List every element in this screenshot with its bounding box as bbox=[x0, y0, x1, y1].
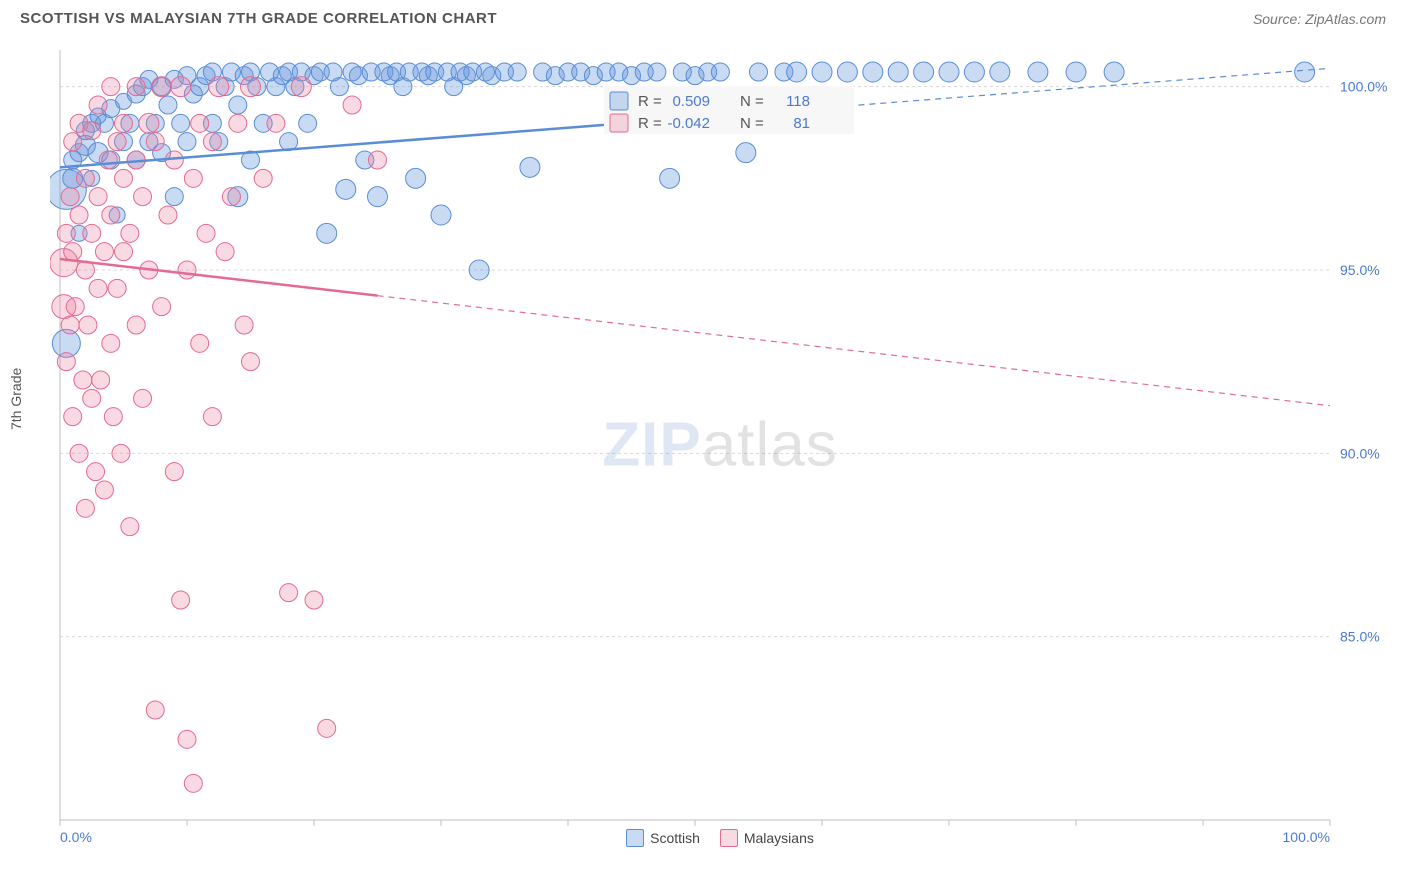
chart-area: 85.0%90.0%95.0%100.0%0.0%100.0%R =0.509N… bbox=[50, 40, 1390, 850]
svg-text:81: 81 bbox=[793, 115, 810, 132]
y-axis-label: 7th Grade bbox=[8, 368, 24, 430]
legend-label: Scottish bbox=[650, 830, 700, 846]
legend-item-malaysians: Malaysians bbox=[720, 829, 814, 847]
scatter-chart-svg: 85.0%90.0%95.0%100.0%0.0%100.0%R =0.509N… bbox=[50, 40, 1390, 850]
svg-text:0.509: 0.509 bbox=[672, 93, 710, 110]
legend-swatch-malaysians bbox=[720, 829, 738, 847]
svg-text:95.0%: 95.0% bbox=[1340, 262, 1380, 278]
svg-text:85.0%: 85.0% bbox=[1340, 629, 1380, 645]
svg-text:-0.042: -0.042 bbox=[667, 115, 710, 132]
chart-title: SCOTTISH VS MALAYSIAN 7TH GRADE CORRELAT… bbox=[20, 10, 497, 27]
svg-text:R =: R = bbox=[638, 93, 662, 110]
svg-text:N =: N = bbox=[740, 115, 764, 132]
legend-swatch-scottish bbox=[626, 829, 644, 847]
legend-label: Malaysians bbox=[744, 830, 814, 846]
chart-source: Source: ZipAtlas.com bbox=[1253, 11, 1386, 27]
svg-text:118: 118 bbox=[786, 93, 810, 110]
svg-text:100.0%: 100.0% bbox=[1340, 79, 1387, 95]
svg-text:N =: N = bbox=[740, 93, 764, 110]
svg-text:90.0%: 90.0% bbox=[1340, 445, 1380, 461]
x-axis-legend: Scottish Malaysians bbox=[50, 829, 1390, 850]
legend-item-scottish: Scottish bbox=[626, 829, 700, 847]
svg-text:R =: R = bbox=[638, 115, 662, 132]
chart-header: SCOTTISH VS MALAYSIAN 7TH GRADE CORRELAT… bbox=[0, 0, 1406, 31]
